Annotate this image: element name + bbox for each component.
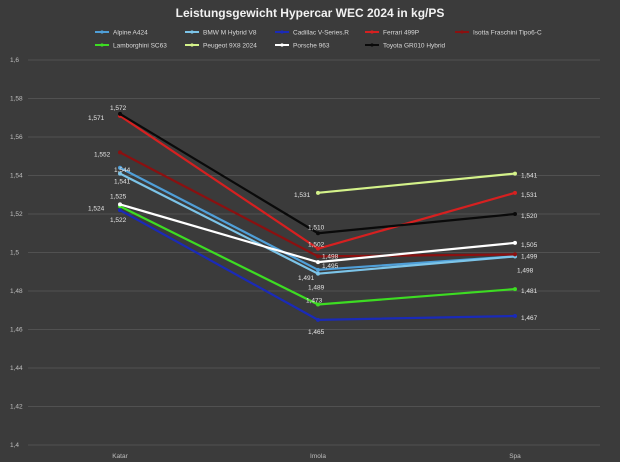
data-point (118, 150, 122, 155)
data-label: 1,531 (294, 192, 311, 199)
x-tick-label: Katar (112, 453, 128, 460)
y-tick-label: 1,48 (10, 288, 23, 295)
x-tick-label: Spa (509, 453, 521, 460)
legend-marker (280, 30, 284, 34)
data-label: 1,571 (88, 115, 105, 122)
data-point (118, 208, 122, 213)
y-tick-label: 1,42 (10, 404, 23, 411)
y-tick-label: 1,58 (10, 96, 23, 103)
data-label: 1,531 (521, 192, 538, 199)
data-point (316, 246, 320, 251)
chart-title: Leistungsgewicht Hypercar WEC 2024 in kg… (175, 6, 445, 20)
data-label: 1,510 (308, 224, 325, 231)
data-point (316, 231, 320, 236)
legend-label: BMW M Hybrid V8 (203, 29, 257, 36)
data-label: 1,541 (114, 179, 131, 186)
data-point (118, 111, 122, 116)
y-tick-label: 1,5 (10, 250, 19, 257)
legend-marker (280, 43, 284, 47)
series-line (317, 172, 516, 194)
legend-marker (190, 43, 194, 47)
legend-label: Peugeot 9X8 2024 (203, 42, 257, 49)
data-label: 1,491 (298, 275, 315, 282)
data-point (513, 252, 517, 257)
data-label: 1,489 (308, 285, 325, 292)
legend-marker (190, 30, 194, 34)
data-point (316, 317, 320, 322)
data-label: 1,502 (308, 242, 325, 249)
legend-label: Alpine A424 (113, 29, 148, 36)
y-tick-label: 1,54 (10, 173, 23, 180)
data-label: 1,520 (521, 213, 538, 220)
data-point (513, 287, 517, 292)
data-label: 1,499 (521, 253, 538, 260)
data-label: 1,498 (322, 253, 339, 260)
y-tick-label: 1,44 (10, 365, 23, 372)
data-label: 1,544 (114, 167, 131, 174)
data-point (118, 165, 122, 170)
data-label: 1,552 (94, 151, 111, 158)
legend-marker (100, 30, 104, 34)
data-label: 1,467 (521, 315, 538, 322)
x-tick-label: Imola (310, 453, 326, 460)
data-point (316, 302, 320, 307)
data-point (513, 212, 517, 216)
legend-label: Porsche 963 (293, 42, 330, 49)
data-point (513, 314, 517, 319)
data-label: 1,541 (521, 173, 538, 180)
data-point (513, 240, 517, 245)
data-label: 1,473 (306, 297, 323, 304)
legend-marker (100, 43, 104, 47)
data-label: 1,524 (88, 205, 105, 212)
data-label: 1,525 (110, 193, 127, 200)
data-label: 1,522 (110, 217, 127, 224)
data-point (316, 260, 320, 265)
data-label: 1,481 (521, 288, 538, 295)
data-point (316, 190, 320, 195)
data-label: 1,465 (308, 329, 325, 336)
y-tick-label: 1,52 (10, 211, 23, 218)
data-point (118, 202, 122, 207)
data-label: 1,498 (517, 267, 534, 274)
legend-label: Lamborghini SC63 (113, 42, 167, 49)
data-label: 1,572 (110, 105, 127, 112)
legend-marker (370, 30, 374, 34)
legend-label: Isotta Fraschini Tipo6-C (473, 29, 542, 36)
data-label: 1,505 (521, 242, 538, 249)
y-tick-label: 1,56 (10, 134, 23, 141)
legend-marker (370, 43, 374, 47)
data-point (316, 254, 320, 259)
series-line (119, 112, 516, 235)
data-point (118, 171, 122, 176)
data-label: 1,495 (322, 263, 339, 270)
y-tick-label: 1,6 (10, 57, 19, 64)
legend-marker (460, 30, 464, 34)
data-point (513, 190, 517, 195)
y-tick-label: 1,4 (10, 442, 19, 449)
data-point (316, 267, 320, 272)
y-tick-label: 1,46 (10, 327, 23, 334)
legend-label: Cadillac V-Series.R (293, 29, 349, 36)
legend-label: Ferrari 499P (383, 29, 419, 36)
data-point (513, 171, 517, 176)
data-point (316, 271, 320, 276)
legend-label: Toyota GR010 Hybrid (383, 42, 446, 49)
